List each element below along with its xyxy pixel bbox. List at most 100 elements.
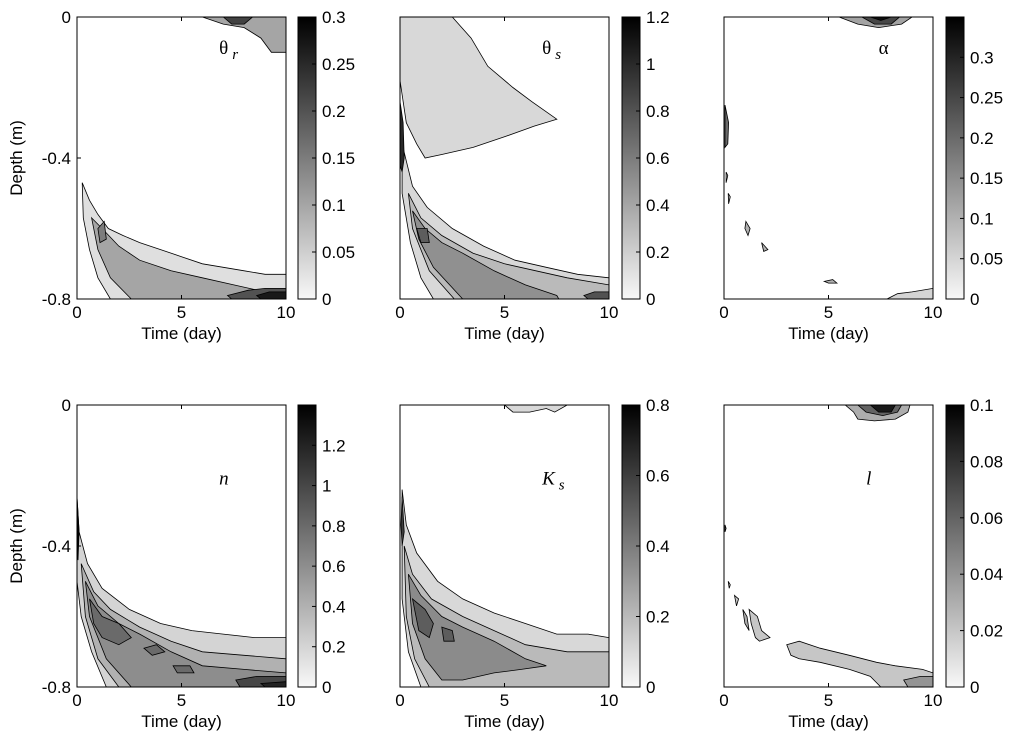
contour-region (822, 279, 839, 284)
x-tick-label: 0 (395, 303, 404, 322)
x-axis-title: Time (day) (788, 324, 869, 343)
panel-6: 0 5 10 Time (day) l 0 0.02 0.04 0.06 0.08 0.1 (719, 396, 1003, 731)
x-tick-label: 0 (72, 303, 81, 322)
colorbar-tick-label: 0.8 (646, 102, 670, 121)
x-tick-label: 10 (277, 691, 296, 710)
contour-region (408, 573, 547, 681)
colorbar: 0 0.2 0.4 0.6 0.8 1 1.2 (621, 8, 670, 309)
y-tick-label: -0.4 (42, 149, 71, 168)
colorbar-tick-label: 0.08 (970, 452, 1003, 471)
contour-region (503, 405, 569, 413)
colorbar-tick-label: 0.1 (970, 209, 994, 228)
contour-region (259, 681, 286, 687)
x-axis-title: Time (day) (464, 712, 545, 731)
contour-region (744, 220, 751, 237)
y-tick-label: -0.8 (42, 290, 71, 309)
colorbar-tick-label: 0.2 (646, 243, 670, 262)
plot-background (724, 405, 933, 687)
colorbar-tick-label: 0.6 (646, 467, 670, 486)
x-tick-label: 5 (500, 691, 509, 710)
colorbar-tick-label: 0.05 (322, 243, 355, 262)
contour-region (727, 193, 731, 204)
colorbar-tick-label: 0.4 (646, 196, 670, 215)
contour-region (90, 216, 286, 299)
contour-region (583, 291, 609, 299)
colorbar: 0 0.2 0.4 0.6 0.8 (621, 396, 670, 697)
panel-2: 0 5 10 Time (day) θ s 0 0.2 0.4 0.6 0.8 1 1.2 (395, 8, 669, 343)
x-tick-label: 10 (600, 691, 619, 710)
x-tick-label: 0 (72, 691, 81, 710)
colorbar-tick-label: 0.04 (970, 565, 1003, 584)
colorbar-tick-label: 0 (322, 678, 331, 697)
contour-region (400, 17, 558, 159)
contour-region (903, 676, 933, 687)
x-tick-label: 10 (600, 303, 619, 322)
contour-region (411, 597, 434, 639)
parameter-label: α (879, 38, 889, 59)
contour-region (400, 496, 405, 547)
panel-3: 0 5 10 Time (day) α 0 0.05 0.1 0.15 0.2 0.25 0.3 (719, 16, 1003, 343)
colorbar-gradient (297, 404, 317, 688)
x-axis-title: Time (day) (141, 324, 222, 343)
x-tick-label: 10 (924, 303, 943, 322)
colorbar-tick-label: 0.1 (322, 196, 346, 215)
parameter-symbol: α (879, 38, 889, 59)
contour-region (742, 609, 750, 631)
parameter-label: l (866, 468, 871, 489)
x-tick-label: 5 (500, 303, 509, 322)
y-tick-label: 0 (62, 8, 71, 27)
colorbar-tick-label: 0.6 (322, 557, 346, 576)
x-tick-label: 0 (719, 303, 728, 322)
colorbar: 0 0.05 0.1 0.15 0.2 0.25 0.3 (297, 8, 355, 309)
colorbar-tick-label: 1 (646, 55, 655, 74)
colorbar-tick-label: 0.15 (322, 149, 355, 168)
contour-region (143, 644, 166, 656)
x-tick-label: 5 (177, 691, 186, 710)
x-axis-title: Time (day) (788, 712, 869, 731)
contour-region (886, 287, 933, 299)
colorbar-tick-label: 0.1 (970, 396, 994, 415)
colorbar: 0 0.05 0.1 0.15 0.2 0.25 0.3 (945, 16, 1003, 309)
parameter-subscript: s (559, 477, 565, 493)
contour-region (416, 228, 430, 243)
colorbar-tick-label: 0.15 (970, 169, 1003, 188)
colorbar-gradient (945, 404, 965, 688)
colorbar-tick-label: 0.05 (970, 250, 1003, 269)
contour-region (724, 105, 730, 149)
contour-region (441, 626, 455, 642)
colorbar-tick-label: 0 (970, 290, 979, 309)
contour-fills (400, 405, 609, 687)
colorbar-tick-label: 0.8 (322, 517, 346, 536)
colorbar-tick-label: 0.6 (646, 149, 670, 168)
colorbar-tick-label: 0.25 (322, 55, 355, 74)
contour-region (748, 608, 771, 642)
x-tick-label: 0 (719, 691, 728, 710)
x-tick-label: 10 (924, 691, 943, 710)
colorbar-gradient (945, 16, 965, 300)
parameter-subscript: r (232, 47, 238, 63)
x-axis-title: Time (day) (141, 712, 222, 731)
y-axis-title: Depth (m) (7, 508, 26, 584)
panel-5: 0 5 10 Time (day) K s 0 0.2 0.4 0.6 0.8 (395, 396, 669, 731)
colorbar-tick-label: 1.2 (646, 8, 670, 27)
contour-region (202, 17, 286, 53)
contour-region (727, 581, 731, 589)
colorbar-tick-label: 0.06 (970, 509, 1003, 528)
colorbar-tick-label: 1.2 (322, 436, 346, 455)
contour-region (89, 598, 132, 646)
contour-fills (77, 496, 286, 687)
colorbar-tick-label: 0.2 (322, 638, 346, 657)
colorbar-tick-label: 0.2 (970, 129, 994, 148)
contour-region (222, 17, 254, 25)
contour-region (172, 665, 195, 674)
colorbar: 0 0.2 0.4 0.6 0.8 1 1.2 (297, 404, 346, 697)
parameter-symbol: n (219, 468, 229, 489)
y-axis-title: Depth (m) (7, 120, 26, 196)
contour-fills (400, 17, 609, 299)
x-axis-title: Time (day) (464, 324, 545, 343)
y-tick-label: -0.4 (42, 537, 71, 556)
